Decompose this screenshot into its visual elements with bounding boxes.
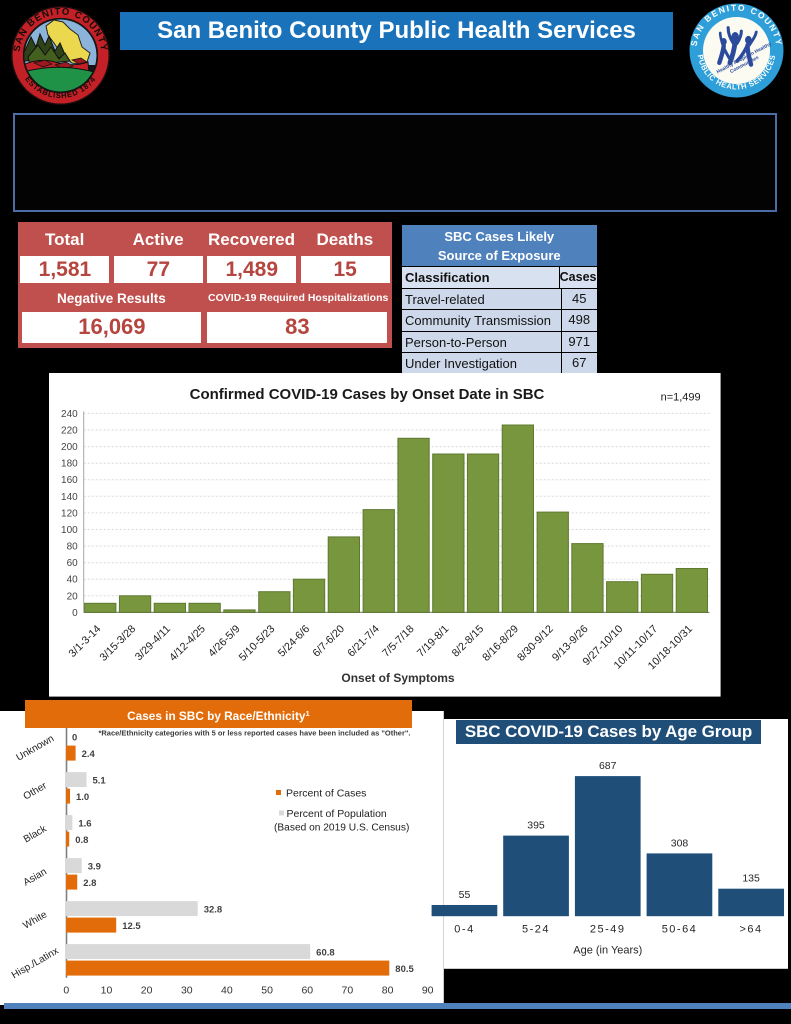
svg-text:Onset of Symptoms: Onset of Symptoms xyxy=(341,671,455,685)
svg-text:30: 30 xyxy=(181,985,193,996)
svg-text:60: 60 xyxy=(301,985,313,996)
svg-text:40: 40 xyxy=(221,985,233,996)
svg-text:>64: >64 xyxy=(740,924,763,936)
svg-text:80.5: 80.5 xyxy=(395,964,414,975)
svg-text:*Race/Ethnicity categories wit: *Race/Ethnicity categories with 5 or les… xyxy=(99,728,411,737)
svg-text:60.8: 60.8 xyxy=(316,947,334,958)
svg-text:220: 220 xyxy=(61,426,78,437)
svg-text:90: 90 xyxy=(422,985,434,996)
svg-text:55: 55 xyxy=(459,890,471,901)
svg-text:1.6: 1.6 xyxy=(78,818,91,829)
svg-text:5-24: 5-24 xyxy=(522,924,550,936)
svg-text:0.8: 0.8 xyxy=(75,835,88,846)
svg-text:10: 10 xyxy=(101,985,113,996)
svg-text:40: 40 xyxy=(67,575,79,586)
svg-text:60: 60 xyxy=(67,559,79,570)
svg-text:3.9: 3.9 xyxy=(88,861,101,872)
svg-text:160: 160 xyxy=(61,476,78,487)
svg-text:Age (in Years): Age (in Years) xyxy=(573,945,642,957)
svg-text:2.8: 2.8 xyxy=(83,878,96,889)
svg-text:395: 395 xyxy=(527,821,545,832)
svg-text:70: 70 xyxy=(342,985,354,996)
svg-text:80: 80 xyxy=(382,985,394,996)
svg-text:n=1,499: n=1,499 xyxy=(661,392,701,404)
svg-text:0: 0 xyxy=(72,732,77,743)
svg-text:50: 50 xyxy=(261,985,273,996)
svg-text:12.5: 12.5 xyxy=(122,921,141,932)
svg-text:100: 100 xyxy=(61,525,78,536)
svg-text:20: 20 xyxy=(141,985,153,996)
svg-text:Percent of Cases: Percent of Cases xyxy=(286,788,366,799)
svg-text:Confirmed COVID-19 Cases by On: Confirmed COVID-19 Cases by Onset Date i… xyxy=(190,387,545,404)
svg-text:0-4: 0-4 xyxy=(454,924,474,936)
svg-text:32.8: 32.8 xyxy=(204,904,222,915)
svg-text:Percent of Population: Percent of Population xyxy=(286,808,386,819)
svg-text:140: 140 xyxy=(61,492,78,503)
svg-text:25-49: 25-49 xyxy=(590,924,626,936)
svg-text:(Based on 2019 U.S. Census): (Based on 2019 U.S. Census) xyxy=(274,822,409,833)
svg-text:200: 200 xyxy=(61,442,78,453)
svg-text:2.4: 2.4 xyxy=(82,749,96,760)
svg-text:5.1: 5.1 xyxy=(93,775,107,786)
svg-text:687: 687 xyxy=(599,761,617,772)
svg-text:80: 80 xyxy=(67,542,79,553)
svg-text:308: 308 xyxy=(671,839,689,850)
svg-text:0: 0 xyxy=(72,608,78,619)
svg-text:120: 120 xyxy=(61,509,78,520)
svg-text:240: 240 xyxy=(61,409,78,420)
svg-text:0: 0 xyxy=(63,985,69,996)
svg-text:180: 180 xyxy=(61,459,78,470)
svg-text:50-64: 50-64 xyxy=(662,924,698,936)
svg-text:20: 20 xyxy=(67,592,79,603)
svg-text:135: 135 xyxy=(742,874,760,885)
svg-text:1.0: 1.0 xyxy=(76,792,89,803)
